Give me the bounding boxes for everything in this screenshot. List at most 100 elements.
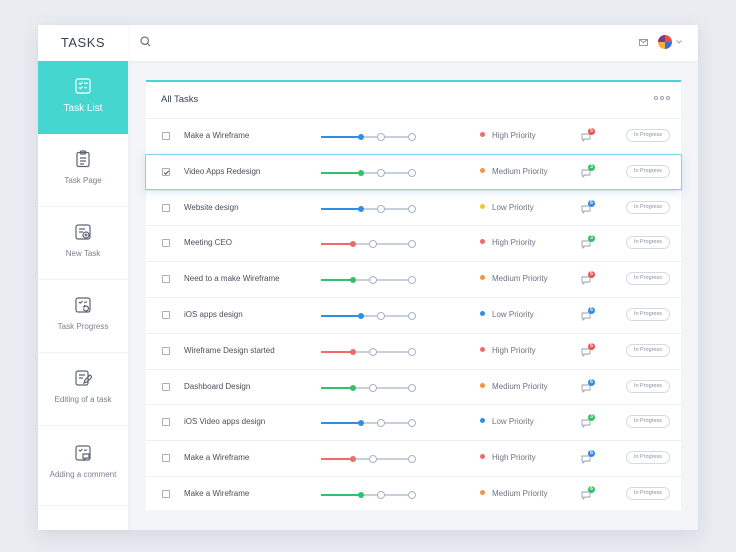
status-badge[interactable]: In Progress <box>626 307 670 321</box>
task-progress-slider[interactable] <box>321 239 417 249</box>
status-badge[interactable]: In Progress <box>626 451 670 465</box>
task-progress-slider[interactable] <box>321 383 417 393</box>
task-checkbox[interactable] <box>162 454 170 463</box>
status-badge[interactable]: In Progress <box>626 129 670 142</box>
progress-stop[interactable] <box>408 133 416 141</box>
status-badge[interactable]: In Progress <box>626 236 670 250</box>
progress-knob[interactable] <box>358 205 364 212</box>
status-badge[interactable]: In Progress <box>626 486 670 500</box>
comment-button[interactable]: 6 <box>581 378 597 395</box>
comment-button[interactable]: 6 <box>581 450 597 466</box>
task-progress-slider[interactable] <box>321 275 417 285</box>
progress-knob[interactable] <box>358 420 364 427</box>
task-progress-slider[interactable] <box>321 132 417 142</box>
task-name[interactable]: iOS Video apps design <box>184 417 266 427</box>
table-row[interactable]: Website design Low Priority 6 In Progres… <box>146 189 681 226</box>
progress-knob[interactable] <box>358 169 364 176</box>
progress-knob[interactable] <box>350 277 356 284</box>
progress-knob[interactable] <box>350 384 356 391</box>
comment-button[interactable]: 6 <box>581 485 597 502</box>
comment-button[interactable]: 6 <box>581 306 597 323</box>
comment-button[interactable]: 5 <box>581 271 597 287</box>
progress-stop[interactable] <box>408 383 416 392</box>
status-badge[interactable]: In Progress <box>626 164 670 178</box>
task-name[interactable]: Make a Wireframe <box>184 453 250 463</box>
task-name[interactable]: Make a Wireframe <box>184 131 250 140</box>
table-row[interactable]: Make a Wireframe High Priority 6 In Prog… <box>146 440 681 476</box>
task-checkbox[interactable] <box>162 346 170 355</box>
task-progress-slider[interactable] <box>321 204 417 214</box>
progress-stop[interactable] <box>377 133 385 141</box>
sidebar-item-task-page[interactable]: Task Page <box>38 134 128 207</box>
task-name[interactable]: Meeting CEO <box>184 238 233 248</box>
comment-button[interactable]: 5 <box>581 342 597 359</box>
avatar[interactable] <box>658 35 672 49</box>
progress-stop[interactable] <box>377 490 385 499</box>
task-name[interactable]: iOS apps design <box>184 309 243 319</box>
task-checkbox[interactable] <box>162 382 170 391</box>
mail-icon[interactable] <box>639 39 648 46</box>
progress-stop[interactable] <box>408 311 416 320</box>
comment-button[interactable]: 5 <box>581 128 597 144</box>
task-checkbox[interactable] <box>162 418 170 427</box>
table-row[interactable]: Make a Wireframe Medium Priority 6 In Pr… <box>146 475 681 512</box>
progress-stop[interactable] <box>377 419 385 428</box>
progress-stop[interactable] <box>369 276 377 285</box>
progress-stop[interactable] <box>408 168 416 177</box>
progress-knob[interactable] <box>350 241 356 248</box>
progress-stop[interactable] <box>408 204 416 213</box>
task-progress-slider[interactable] <box>321 418 417 428</box>
task-checkbox[interactable] <box>162 203 170 212</box>
chevron-down-icon[interactable] <box>676 40 682 44</box>
sidebar-item-task-progress[interactable]: Task Progress <box>38 280 128 353</box>
more-dots-icon[interactable] <box>654 96 670 100</box>
table-row[interactable]: Meeting CEO High Priority 3 In Progress <box>146 225 681 261</box>
progress-knob[interactable] <box>358 491 364 498</box>
sidebar-item-edit-task[interactable]: Editing of a task <box>38 353 128 426</box>
progress-stop[interactable] <box>408 419 416 428</box>
progress-knob[interactable] <box>358 312 364 319</box>
task-progress-slider[interactable] <box>321 311 417 321</box>
status-badge[interactable]: In Progress <box>626 343 670 357</box>
task-checkbox[interactable] <box>162 310 170 319</box>
task-checkbox[interactable] <box>162 167 170 176</box>
progress-stop[interactable] <box>377 311 385 320</box>
progress-stop[interactable] <box>408 276 416 285</box>
progress-stop[interactable] <box>369 455 377 464</box>
table-row[interactable]: Wireframe Design started High Priority 5… <box>146 332 681 369</box>
task-progress-slider[interactable] <box>321 347 417 357</box>
progress-stop[interactable] <box>369 383 377 392</box>
comment-button[interactable]: 3 <box>581 235 597 251</box>
task-checkbox[interactable] <box>162 489 170 498</box>
table-row[interactable]: Video Apps Redesign Medium Priority 3 In… <box>145 153 682 190</box>
progress-stop[interactable] <box>369 347 377 356</box>
progress-stop[interactable] <box>369 240 377 249</box>
status-badge[interactable]: In Progress <box>626 272 670 286</box>
progress-stop[interactable] <box>408 347 416 356</box>
table-row[interactable]: Make a Wireframe High Priority 5 In Prog… <box>146 118 681 154</box>
task-name[interactable]: Need to a make Wireframe <box>184 274 280 284</box>
task-progress-slider[interactable] <box>321 490 417 500</box>
task-name[interactable]: Video Apps Redesign <box>184 166 261 176</box>
table-row[interactable]: iOS Video apps design Low Priority 3 In … <box>146 404 681 440</box>
comment-button[interactable]: 3 <box>581 414 597 430</box>
progress-stop[interactable] <box>377 168 385 177</box>
progress-knob[interactable] <box>350 348 356 355</box>
task-name[interactable]: Dashboard Design <box>184 381 251 391</box>
comment-button[interactable]: 3 <box>581 163 597 180</box>
task-checkbox[interactable] <box>162 132 170 140</box>
status-badge[interactable]: In Progress <box>626 379 670 393</box>
task-checkbox[interactable] <box>162 275 170 284</box>
progress-knob[interactable] <box>350 456 356 463</box>
progress-knob[interactable] <box>358 134 364 140</box>
task-progress-slider[interactable] <box>321 454 417 464</box>
status-badge[interactable]: In Progress <box>626 415 670 429</box>
task-checkbox[interactable] <box>162 239 170 248</box>
table-row[interactable]: iOS apps design Low Priority 6 In Progre… <box>146 296 681 333</box>
progress-stop[interactable] <box>408 490 416 499</box>
table-row[interactable]: Need to a make Wireframe Medium Priority… <box>146 261 681 297</box>
sidebar-item-task-list[interactable]: Task List <box>38 61 128 134</box>
task-name[interactable]: Wireframe Design started <box>184 345 275 355</box>
comment-button[interactable]: 6 <box>581 199 597 216</box>
table-row[interactable]: Dashboard Design Medium Priority 6 In Pr… <box>146 368 681 405</box>
